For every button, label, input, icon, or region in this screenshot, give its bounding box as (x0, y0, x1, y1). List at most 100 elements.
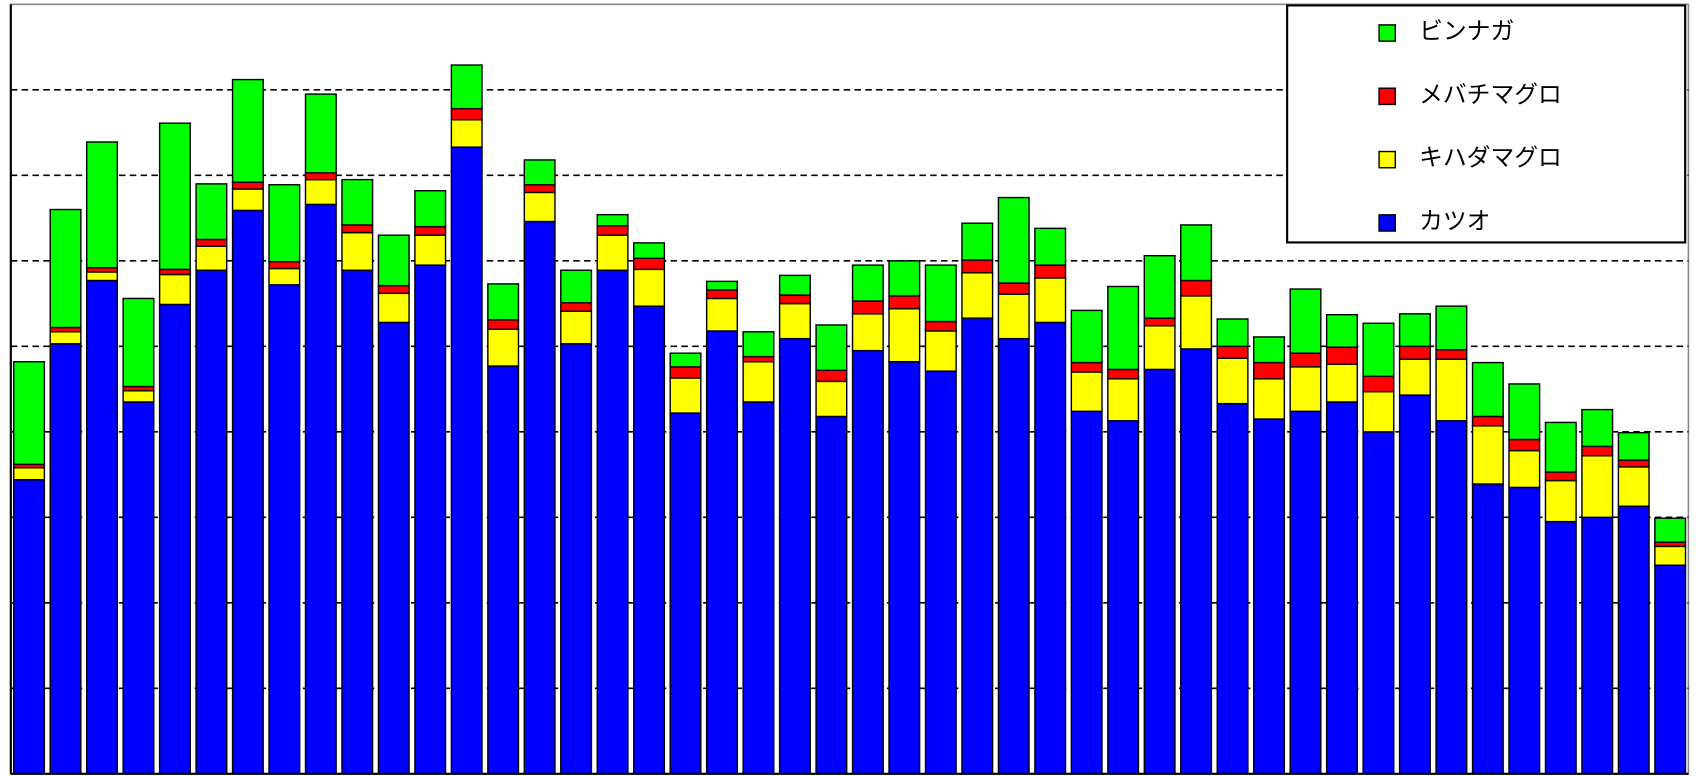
bar-segment (304, 172, 337, 181)
legend-swatch (1378, 214, 1397, 232)
bar-segment (778, 302, 811, 340)
bar-segment (669, 412, 702, 775)
bar-segment (560, 269, 593, 304)
bar-segment (268, 184, 301, 263)
legend-label: カツオ (1419, 207, 1490, 235)
bar-segment (633, 257, 666, 271)
bar-segment (341, 231, 374, 271)
bar-segment (1143, 368, 1176, 775)
bar-segment (961, 272, 994, 319)
bar-segment (49, 343, 82, 775)
bar-segment (304, 178, 337, 206)
bar-segment (851, 264, 884, 302)
bar-segment (851, 313, 884, 352)
bar-segment (85, 271, 119, 282)
bar-segment (523, 184, 556, 194)
bar-segment (414, 264, 447, 775)
bar-segment (1435, 349, 1468, 360)
bar-segment (487, 283, 520, 321)
bar-segment (1180, 348, 1213, 775)
bar-segment (304, 93, 337, 174)
bar-segment (1107, 378, 1140, 422)
bar-segment (1544, 520, 1577, 775)
bar-segment (523, 220, 556, 775)
legend-swatch (1378, 150, 1397, 169)
bar-segment (961, 222, 994, 261)
bar-segment (1617, 459, 1650, 468)
bar-segment (450, 146, 483, 775)
bar-segment (1617, 431, 1650, 461)
bar-segment (1034, 227, 1067, 266)
bar-segment (1654, 564, 1687, 775)
bar-segment (1034, 277, 1067, 324)
bar-segment (1289, 288, 1322, 354)
bar-segment (669, 352, 702, 368)
bar-segment (997, 282, 1030, 295)
bar-segment (158, 268, 191, 276)
bar-segment (1253, 378, 1286, 420)
bar-segment (596, 213, 629, 227)
bar-segment (1107, 285, 1140, 371)
bar-segment (13, 467, 46, 481)
bar-segment (1143, 317, 1176, 327)
bar-segment (1471, 425, 1504, 485)
bar-segment (1362, 390, 1395, 433)
bar-segment (195, 269, 228, 775)
bar-segment (1654, 517, 1687, 543)
bar-segment (1508, 449, 1541, 489)
bar-segment (1435, 420, 1468, 775)
bar-segment (304, 203, 337, 775)
bar-segment (851, 349, 884, 775)
bar-segment (1107, 420, 1140, 775)
bar-segment (705, 280, 738, 291)
bar-segment (1070, 410, 1103, 775)
bar-segment (1180, 279, 1213, 297)
bar-segment (815, 369, 848, 383)
bar-segment (1143, 254, 1176, 319)
bar-segment (1508, 383, 1541, 441)
bar-segment (778, 337, 811, 775)
bar-segment (1216, 318, 1249, 348)
bar-segment (195, 238, 228, 247)
bar-segment (1034, 321, 1067, 775)
bar-segment (888, 260, 921, 297)
bar-segment (1143, 325, 1176, 371)
bar-segment (1544, 471, 1577, 482)
bar-segment (13, 361, 46, 466)
bar-segment (341, 269, 374, 775)
bar-segment (414, 225, 447, 236)
bar-segment (195, 183, 228, 241)
legend-label: ビンナガ (1419, 17, 1514, 45)
bar-segment (450, 64, 483, 110)
bar-segment (487, 365, 520, 775)
bar-segment (633, 242, 666, 259)
bar-segment (1362, 431, 1395, 775)
bar-segment (377, 321, 410, 775)
bar-segment (1581, 516, 1614, 775)
bar-segment (1034, 264, 1067, 279)
bar-segment (596, 269, 629, 775)
bar-segment (961, 259, 994, 274)
bar-segment (1544, 421, 1577, 473)
bar-segment (487, 328, 520, 367)
bar-segment (1471, 361, 1504, 418)
bar-segment (450, 119, 483, 148)
bar-segment (778, 294, 811, 305)
bar-segment (888, 361, 921, 775)
bar-segment (1617, 466, 1650, 507)
bar-segment (1289, 352, 1322, 368)
bar-segment (560, 310, 593, 345)
bar-segment (1581, 455, 1614, 519)
bar-segment (1107, 368, 1140, 380)
bar-segment (1508, 486, 1541, 775)
bar-segment (122, 390, 155, 403)
bar-segment (1325, 313, 1358, 348)
bar-segment (1216, 345, 1249, 360)
bar-segment (1253, 418, 1286, 775)
bar-segment (1362, 322, 1395, 377)
bar-segment (268, 284, 301, 775)
bar-segment (450, 107, 483, 121)
bar-segment (231, 78, 264, 183)
bar-segment (778, 274, 811, 296)
